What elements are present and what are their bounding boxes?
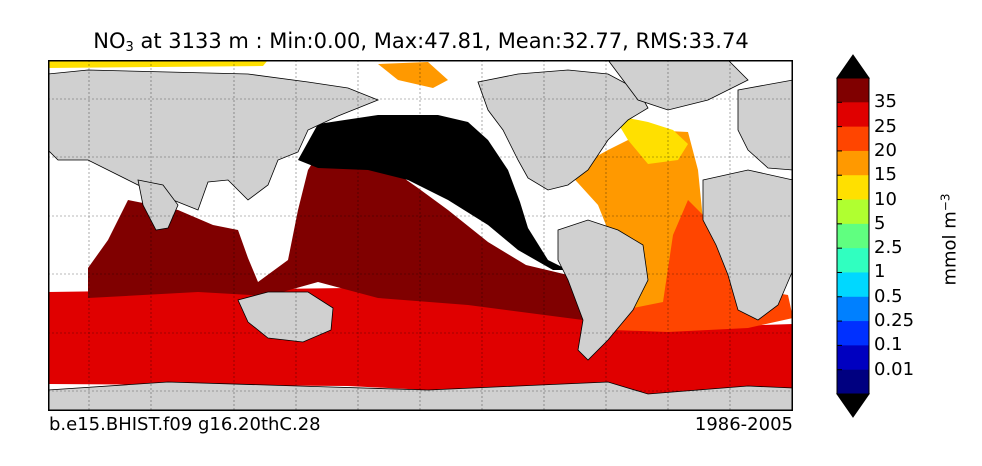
- region-labrador-sea: [613, 115, 688, 164]
- colorbar-segment: [837, 199, 869, 225]
- year-range-label: 1986-2005: [694, 414, 793, 435]
- colorbar-top-arrow: [836, 54, 870, 79]
- colorbar-segment: [837, 175, 869, 201]
- title-variable: NO: [93, 29, 126, 53]
- land-africa: [702, 169, 793, 321]
- colorbar: [836, 54, 870, 418]
- colorbar-bottom-arrow: [836, 393, 870, 418]
- title-variable-subscript: 3: [125, 40, 134, 55]
- colorbar-segment: [837, 272, 869, 298]
- colorbar-tick-label: 0.1: [874, 334, 903, 356]
- colorbar-svg: [836, 54, 870, 418]
- colorbar-tick-label: 25: [874, 115, 897, 137]
- colorbar-segment: [837, 150, 869, 176]
- land-greenland: [607, 60, 749, 111]
- case-name-label: b.e15.BHIST.f09 g16.20thC.28: [49, 414, 321, 435]
- colorbar-segment: [837, 78, 869, 103]
- region-arctic-patch: [378, 62, 448, 88]
- title-stats: at 3133 m : Min:0.00, Max:47.81, Mean:32…: [133, 29, 749, 53]
- land-south-america: [557, 219, 649, 361]
- colorbar-tick-label: 20: [874, 139, 897, 161]
- ocean-map: [48, 60, 793, 411]
- land-australia: [237, 291, 334, 343]
- colorbar-tick-label: 15: [874, 164, 897, 186]
- map-svg: [48, 60, 793, 411]
- land-masses: [48, 60, 793, 411]
- graticule: [48, 60, 793, 411]
- colorbar-segment: [837, 126, 869, 152]
- colorbar-tick-label: 0.01: [874, 358, 915, 380]
- colorbar-segment: [837, 223, 869, 249]
- land-india: [137, 179, 179, 231]
- colorbar-tick-label: 0.5: [874, 285, 903, 307]
- land-north-america: [477, 69, 649, 191]
- plot-title: NO3 at 3133 m : Min:0.00, Max:47.81, Mea…: [0, 26, 842, 63]
- map-border: [48, 60, 793, 411]
- region-arctic-yellow: [48, 60, 268, 68]
- land-europe: [737, 79, 793, 171]
- land-eurasia: [48, 69, 380, 211]
- colorbar-tick-label: 0.25: [874, 310, 915, 332]
- colorbar-units: mmol m−3: [935, 180, 962, 300]
- colorbar-tick-label: 10: [874, 188, 897, 210]
- units-base: mmol m: [939, 211, 961, 286]
- colorbar-segment: [837, 321, 869, 346]
- colorbar-tick-label: 2.5: [874, 237, 903, 259]
- colorbar-segment: [837, 345, 869, 371]
- colorbar-tick-label: 35: [874, 91, 897, 113]
- colorbar-segment: [837, 248, 869, 273]
- colorbar-tick-label: 5: [874, 212, 886, 234]
- colorbar-outline: [836, 77, 870, 395]
- colorbar-tick-label: 1: [874, 261, 886, 283]
- region-indo-pacific-deep: [88, 130, 588, 320]
- colorbar-segment: [837, 296, 869, 322]
- colorbar-segment: [837, 369, 869, 395]
- colorbar-segment: [837, 102, 869, 128]
- region-north-pacific-max: [298, 115, 568, 270]
- units-exponent: −3: [938, 193, 953, 212]
